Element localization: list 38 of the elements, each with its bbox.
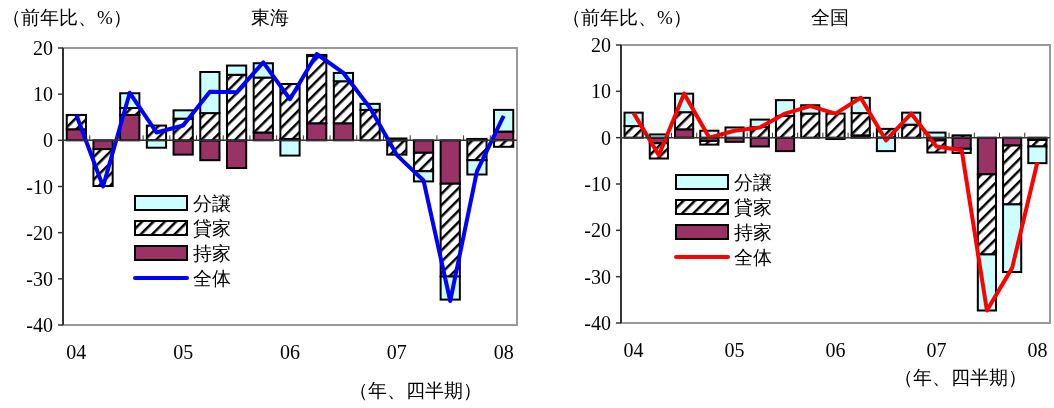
legend-label: 分譲 bbox=[734, 172, 772, 193]
legend-label: 持家 bbox=[193, 243, 231, 264]
y-tick-label: 20 bbox=[591, 34, 611, 56]
y-tick-label: 0 bbox=[43, 129, 53, 152]
x-tick-label: 06 bbox=[280, 341, 300, 363]
y-tick-label: -10 bbox=[584, 173, 611, 195]
chart-title: 東海 bbox=[251, 7, 289, 28]
y-tick-label: 20 bbox=[33, 37, 53, 59]
legend-label: 全体 bbox=[734, 247, 772, 268]
legend-label: 持家 bbox=[734, 222, 772, 243]
y-tick-label: -40 bbox=[26, 314, 53, 336]
y-tick-label: 10 bbox=[33, 83, 53, 106]
y-axis-title: （前年比、%） bbox=[2, 7, 132, 28]
x-tick-label: 04 bbox=[623, 339, 644, 361]
x-tick-label: 07 bbox=[386, 341, 407, 363]
x-axis-title: （年、四半期） bbox=[893, 367, 1027, 388]
legend-label: 貸家 bbox=[193, 218, 231, 239]
y-axis-title: （前年比、%） bbox=[562, 7, 692, 28]
y-tick-label: -30 bbox=[584, 265, 611, 288]
x-tick-label: 08 bbox=[493, 341, 514, 363]
x-tick-label: 07 bbox=[926, 339, 947, 361]
x-tick-label: 05 bbox=[173, 341, 194, 363]
y-tick-label: 0 bbox=[601, 126, 611, 149]
legend-label: 全体 bbox=[193, 268, 231, 289]
x-axis-title: （年、四半期） bbox=[348, 380, 482, 401]
y-tick-label: 10 bbox=[591, 80, 611, 103]
x-tick-label: 06 bbox=[825, 339, 846, 361]
y-tick-label: -10 bbox=[26, 175, 53, 198]
legend-label: 分譲 bbox=[193, 193, 231, 214]
legend-label: 貸家 bbox=[734, 197, 772, 218]
y-tick-label: -40 bbox=[584, 312, 611, 334]
x-tick-label: 08 bbox=[1027, 339, 1048, 361]
chart-title: 全国 bbox=[811, 7, 849, 28]
x-tick-label: 05 bbox=[724, 339, 745, 361]
x-tick-label: 04 bbox=[66, 341, 87, 363]
y-tick-label: -20 bbox=[26, 221, 53, 244]
y-tick-label: -20 bbox=[584, 219, 611, 242]
y-tick-label: -30 bbox=[26, 267, 53, 290]
